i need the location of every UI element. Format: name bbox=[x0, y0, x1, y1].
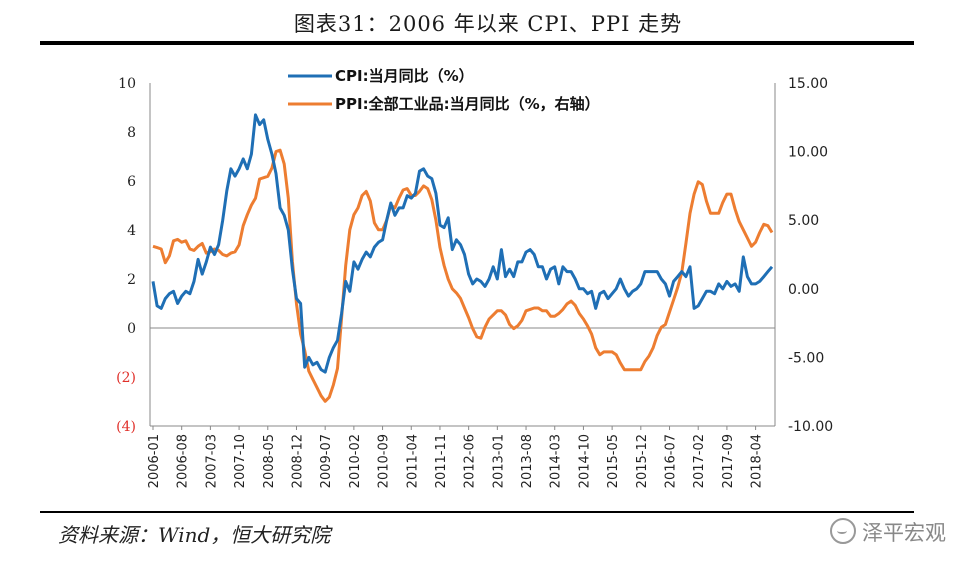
watermark-text: 泽平宏观 bbox=[862, 521, 946, 545]
x-tick-label: 2011-11 bbox=[434, 434, 449, 488]
right-y-tick-label: -5.00 bbox=[788, 350, 824, 366]
x-tick-label: 2007-03 bbox=[204, 434, 219, 488]
x-tick-label: 2014-03 bbox=[549, 434, 564, 488]
x-tick-label: 2011-04 bbox=[405, 434, 420, 488]
x-axis-ticks: 2006-01 2006-08 2007-03 2007-10 2008-05 2008-… bbox=[147, 426, 765, 488]
left-y-tick-label: 10 bbox=[118, 76, 136, 92]
x-tick-label: 2017-09 bbox=[721, 434, 736, 488]
right-y-tick-label: 15.00 bbox=[788, 76, 828, 92]
x-tick-label: 2015-12 bbox=[635, 434, 650, 488]
cpi-series-line bbox=[151, 113, 774, 374]
x-tick-label: 2018-04 bbox=[750, 434, 765, 488]
right-y-tick-label: 5.00 bbox=[788, 213, 819, 229]
x-tick-label: 2016-07 bbox=[664, 434, 679, 488]
legend-cpi-label: CPI:当月同比（%） bbox=[335, 67, 474, 85]
x-tick-label: 2006-01 bbox=[147, 434, 162, 488]
right-y-tick-label: -10.00 bbox=[788, 419, 833, 435]
x-tick-label: 2012-06 bbox=[463, 434, 478, 488]
x-tick-label: 2009-07 bbox=[319, 434, 334, 488]
legend: CPI:当月同比（%） PPI:全部工业品:当月同比（%，右轴） bbox=[288, 67, 600, 113]
wechat-icon bbox=[830, 518, 856, 544]
chart-title: 图表31：2006 年以来 CPI、PPI 走势 bbox=[293, 12, 683, 36]
x-tick-label: 2010-02 bbox=[348, 434, 363, 488]
left-y-tick-label: 2 bbox=[127, 272, 136, 288]
right-y-tick-label: 10.00 bbox=[788, 145, 828, 161]
left-y-ticks: (4) (2) 0 2 4 6 8 10 bbox=[116, 76, 136, 435]
x-tick-label: 2007-10 bbox=[233, 434, 248, 488]
footer-rule bbox=[40, 511, 914, 513]
x-tick-label: 2015-05 bbox=[606, 434, 621, 488]
ppi-series-line bbox=[152, 148, 774, 403]
x-tick-label: 2014-10 bbox=[577, 434, 592, 488]
left-y-tick-label: 4 bbox=[127, 223, 136, 239]
x-tick-label: 2010-09 bbox=[377, 434, 392, 488]
right-y-ticks: -10.00 -5.00 0.00 5.00 10.00 15.00 bbox=[788, 76, 833, 435]
title-rule bbox=[40, 41, 914, 45]
x-tick-label: 2008-12 bbox=[290, 434, 305, 488]
watermark: 泽平宏观 bbox=[830, 517, 946, 547]
legend-ppi-label: PPI:全部工业品:当月同比（%，右轴） bbox=[335, 95, 600, 113]
x-tick-label: 2006-08 bbox=[176, 434, 191, 488]
left-y-tick-label: (2) bbox=[116, 370, 136, 386]
left-y-tick-label: 0 bbox=[127, 321, 136, 337]
x-tick-label: 2008-05 bbox=[262, 434, 277, 488]
x-tick-label: 2017-02 bbox=[692, 434, 707, 488]
x-tick-label: 2013-01 bbox=[491, 434, 506, 488]
left-y-tick-label: 6 bbox=[127, 174, 136, 190]
left-y-tick-label: 8 bbox=[127, 125, 136, 141]
right-y-tick-label: 0.00 bbox=[788, 282, 819, 298]
source-note: 资料来源：Wind，恒大研究院 bbox=[58, 523, 331, 547]
left-y-tick-label: (4) bbox=[116, 419, 136, 435]
x-tick-label: 2013-08 bbox=[520, 434, 535, 488]
